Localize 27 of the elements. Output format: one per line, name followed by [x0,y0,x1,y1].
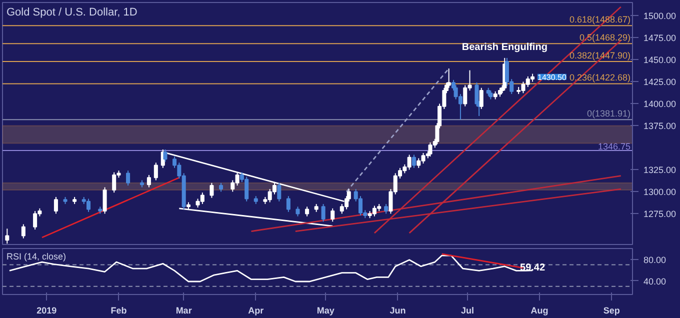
y-tick-label: 1475.00 [644,33,676,44]
x-tick-label: 2019 [36,306,57,316]
y-tick-label: 80.00 [644,254,666,265]
x-tick-label: Feb [110,306,128,316]
annotation: Bearish Engulfing [462,42,548,53]
annotation: RSI (14, close) [6,252,66,262]
annotation: 59.42 [520,262,546,274]
y-tick-label: 1275.00 [644,209,676,220]
annotation: 1430.50 [538,72,568,82]
ref-line-label: 0(1381.91) [586,108,631,119]
y-tick-label: 1500.00 [644,11,676,22]
y-tick-label: 1400.00 [644,99,676,110]
x-tick-label: Sep [603,306,620,316]
y-tick-label: 1325.00 [644,165,676,176]
x-tick-label: Aug [530,306,548,316]
x-tick-label: May [316,306,334,316]
x-tick-label: Jul [460,306,474,316]
x-tick-label: Jun [390,306,406,316]
y-tick-label: 1450.00 [644,55,676,66]
y-tick-label: 1425.00 [644,77,676,88]
x-tick-label: Mar [176,306,192,316]
chart-title: Gold Spot / U.S. Dollar, 1D [6,6,138,18]
ref-line-label: 1346.75 [598,142,631,152]
y-tick-label: 1375.00 [644,121,676,132]
x-tick-label: Apr [248,306,264,316]
y-tick-label: 1300.00 [644,187,676,198]
y-tick-label: 40.00 [644,276,666,286]
